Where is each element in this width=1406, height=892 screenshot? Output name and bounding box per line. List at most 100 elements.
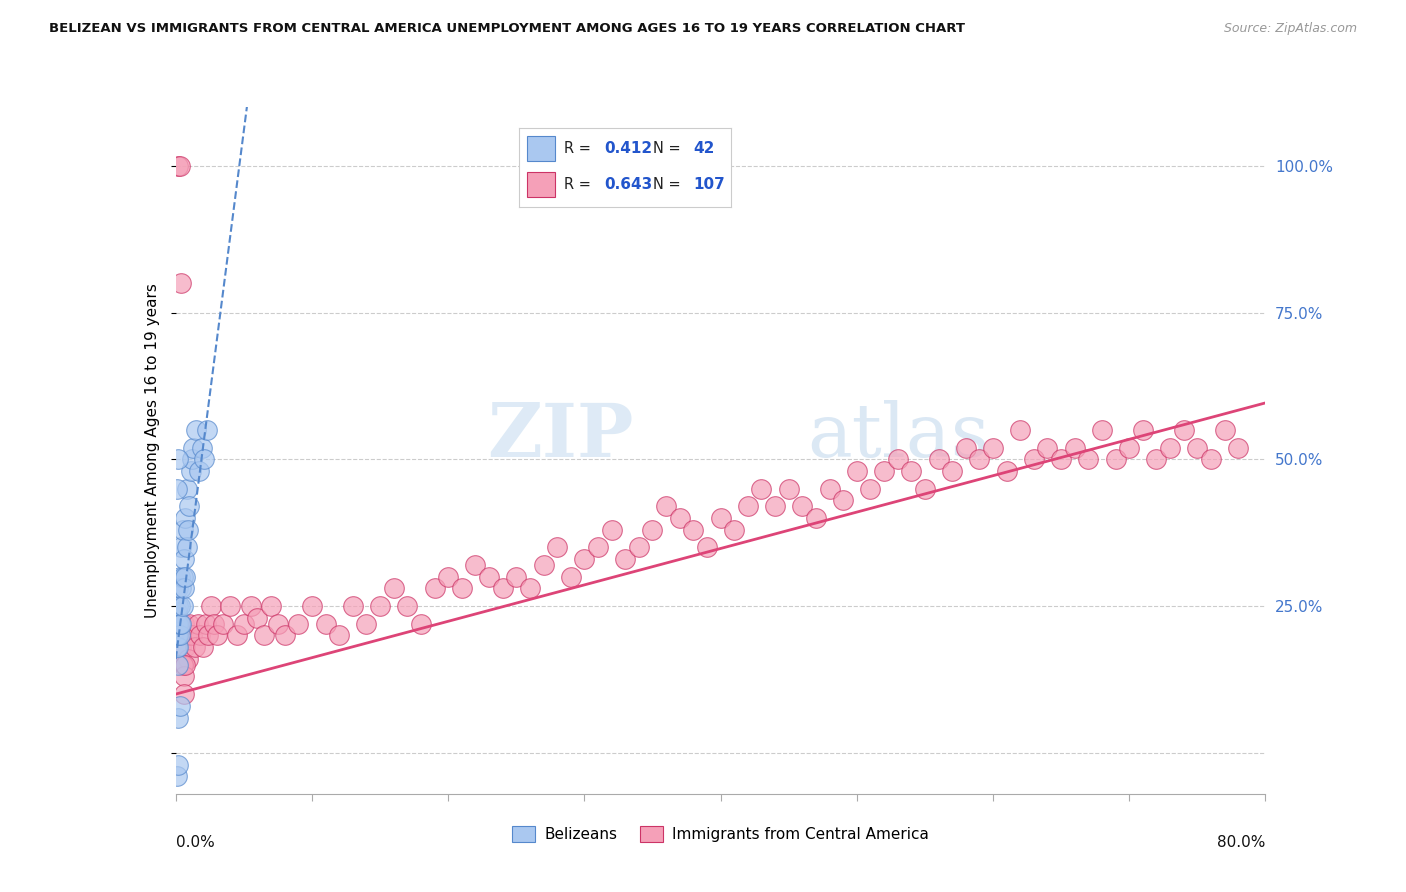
Point [274, 628, 297, 642]
Point [792, 500, 814, 514]
Point [173, 616, 195, 631]
Point [1063, 441, 1085, 455]
Point [183, 441, 205, 455]
Point [191, 640, 214, 654]
Point [751, 482, 773, 496]
Point [197, 628, 219, 642]
Point [450, 582, 472, 596]
Point [166, 605, 188, 619]
Point [1104, 452, 1126, 467]
Point [873, 464, 896, 478]
Point [173, 552, 195, 566]
Point [519, 582, 541, 596]
Point [1077, 452, 1099, 467]
Point [533, 558, 555, 572]
Point [1227, 441, 1250, 455]
Point [845, 464, 868, 478]
Point [723, 523, 745, 537]
Point [382, 582, 405, 596]
Point [778, 482, 800, 496]
Point [169, 616, 191, 631]
Point [696, 541, 718, 555]
Point [167, 616, 190, 631]
Point [169, 698, 191, 713]
Point [186, 423, 208, 437]
Point [190, 441, 212, 455]
Point [166, 640, 188, 654]
Point [169, 569, 191, 583]
Point [1022, 452, 1045, 467]
Point [174, 511, 197, 525]
Point [1132, 423, 1154, 437]
Point [170, 582, 193, 596]
Point [914, 482, 936, 496]
Point [167, 657, 190, 672]
Text: 80.0%: 80.0% [1218, 835, 1265, 850]
Point [174, 569, 197, 583]
Point [176, 628, 198, 642]
Point [186, 616, 209, 631]
Point [1050, 452, 1073, 467]
Point [655, 500, 678, 514]
Point [1091, 423, 1114, 437]
Point [167, 710, 190, 724]
Point [1036, 441, 1059, 455]
Text: 0.0%: 0.0% [176, 835, 215, 850]
Point [170, 276, 193, 290]
Point [169, 599, 191, 613]
Point [356, 616, 378, 631]
Point [1213, 423, 1236, 437]
Point [763, 500, 786, 514]
Point [181, 452, 204, 467]
Point [167, 652, 190, 666]
Point [574, 552, 596, 566]
Point [253, 628, 276, 642]
Point [267, 616, 290, 631]
Point [928, 452, 950, 467]
Point [181, 628, 204, 642]
Point [174, 640, 197, 654]
Point [1144, 452, 1167, 467]
Point [396, 599, 419, 613]
Point [174, 657, 197, 672]
Point [478, 569, 501, 583]
Point [172, 599, 194, 613]
Point [170, 541, 193, 555]
Text: ZIP: ZIP [486, 401, 633, 474]
Point [166, 628, 188, 642]
Point [1118, 441, 1140, 455]
Point [202, 616, 225, 631]
Legend: Belizeans, Immigrants from Central America: Belizeans, Immigrants from Central Ameri… [506, 820, 935, 848]
Point [600, 523, 623, 537]
Point [226, 628, 249, 642]
Point [492, 582, 515, 596]
Point [167, 452, 190, 467]
Point [219, 599, 242, 613]
Point [187, 464, 209, 478]
Point [315, 616, 337, 631]
Point [232, 616, 254, 631]
Point [179, 500, 201, 514]
Point [193, 452, 215, 467]
Point [195, 423, 218, 437]
Point [167, 640, 190, 654]
Point [1187, 441, 1209, 455]
Point [260, 599, 283, 613]
Point [212, 616, 235, 631]
Point [627, 541, 650, 555]
Point [170, 640, 193, 654]
Point [301, 599, 323, 613]
Point [1173, 423, 1195, 437]
Point [668, 511, 690, 525]
Point [900, 464, 922, 478]
Point [464, 558, 486, 572]
Point [246, 611, 269, 625]
Point [710, 511, 733, 525]
Text: BELIZEAN VS IMMIGRANTS FROM CENTRAL AMERICA UNEMPLOYMENT AMONG AGES 16 TO 19 YEA: BELIZEAN VS IMMIGRANTS FROM CENTRAL AMER… [49, 22, 965, 36]
Point [409, 616, 432, 631]
Point [239, 599, 262, 613]
Point [172, 657, 194, 672]
Point [200, 599, 222, 613]
Point [173, 687, 195, 701]
Point [586, 541, 609, 555]
